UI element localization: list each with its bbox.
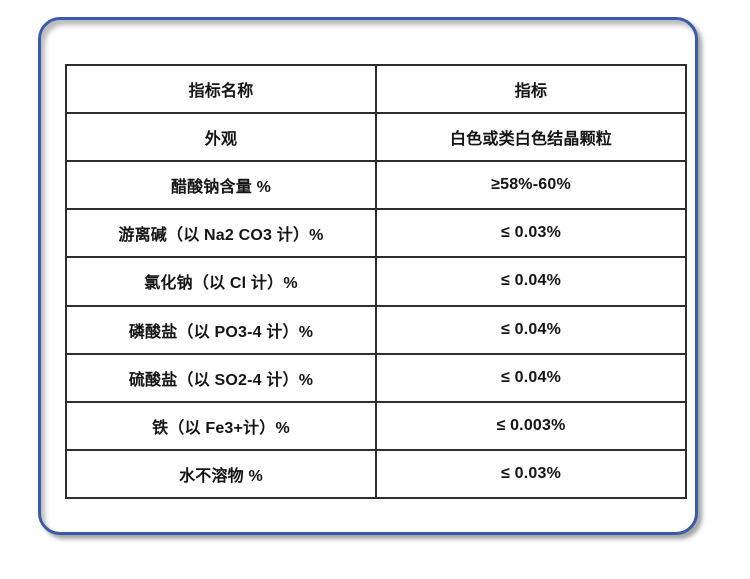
spec-name-cell: 铁（以 Fe3+计）%: [65, 400, 377, 451]
table-row: 水不溶物 % ≤ 0.03%: [65, 448, 687, 500]
spec-value-cell: ≥58%-60%: [375, 160, 687, 211]
spec-name-cell: 游离碱（以 Na2 CO3 计）%: [65, 208, 377, 259]
column-header-indicator-name: 指标名称: [65, 64, 377, 114]
spec-value-cell: ≤ 0.04%: [375, 304, 687, 355]
spec-name-cell: 外观: [65, 111, 377, 163]
spec-name-cell: 磷酸盐（以 PO3-4 计）%: [65, 304, 377, 355]
spec-name-cell: 水不溶物 %: [65, 448, 377, 500]
spec-table: 指标名称 指标 外观 白色或类白色结晶颗粒 醋酸钠含量 % ≥58%-60% 游…: [65, 64, 687, 500]
spec-name-cell: 醋酸钠含量 %: [65, 160, 377, 211]
spec-value-cell: ≤ 0.04%: [375, 352, 687, 403]
table-row: 游离碱（以 Na2 CO3 计）% ≤ 0.03%: [65, 208, 687, 259]
spec-value-cell: ≤ 0.03%: [375, 448, 687, 500]
spec-name-cell: 氯化钠（以 Cl 计）%: [65, 256, 377, 307]
spec-value-cell: ≤ 0.03%: [375, 208, 687, 259]
spec-value-cell: ≤ 0.003%: [375, 400, 687, 451]
table-row: 硫酸盐（以 SO2-4 计）% ≤ 0.04%: [65, 352, 687, 403]
table-row: 磷酸盐（以 PO3-4 计）% ≤ 0.04%: [65, 304, 687, 355]
table-row: 氯化钠（以 Cl 计）% ≤ 0.04%: [65, 256, 687, 307]
spec-value-cell: 白色或类白色结晶颗粒: [375, 111, 687, 163]
table-row: 外观 白色或类白色结晶颗粒: [65, 111, 687, 163]
spec-table-body: 外观 白色或类白色结晶颗粒 醋酸钠含量 % ≥58%-60% 游离碱（以 Na2…: [65, 111, 687, 500]
table-row: 铁（以 Fe3+计）% ≤ 0.003%: [65, 400, 687, 451]
table-header-row: 指标名称 指标: [65, 64, 687, 114]
table-row: 醋酸钠含量 % ≥58%-60%: [65, 160, 687, 211]
spec-value-cell: ≤ 0.04%: [375, 256, 687, 307]
spec-name-cell: 硫酸盐（以 SO2-4 计）%: [65, 352, 377, 403]
column-header-indicator: 指标: [375, 64, 687, 114]
spec-card: 指标名称 指标 外观 白色或类白色结晶颗粒 醋酸钠含量 % ≥58%-60% 游…: [38, 17, 698, 535]
